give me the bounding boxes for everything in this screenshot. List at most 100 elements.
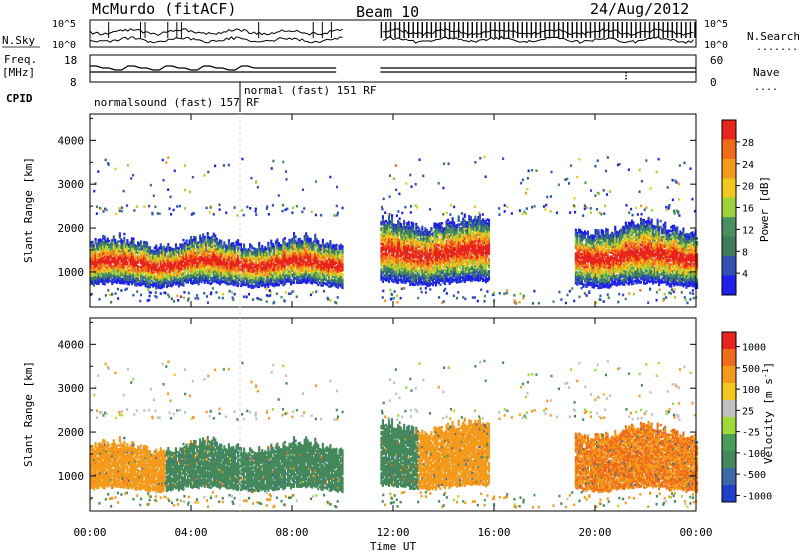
- freq-tick-bottom: 8: [70, 76, 77, 89]
- nsearch-tick-top: 10^5: [704, 19, 728, 30]
- power-cell: [237, 239, 239, 242]
- power-cell: [220, 240, 222, 243]
- power-cell: [240, 243, 242, 246]
- power-cell: [182, 239, 184, 242]
- power-cell: [314, 234, 316, 237]
- nsky-tick-top: 10^5: [52, 19, 76, 30]
- power-cell: [204, 236, 206, 239]
- power-cell: [415, 223, 417, 226]
- power-cell: [458, 215, 460, 218]
- power-cell: [441, 222, 443, 225]
- power-cell: [430, 237, 432, 240]
- power-cell: [421, 226, 423, 229]
- power-cell: [104, 236, 106, 239]
- power-cell: [175, 243, 177, 246]
- power-cell: [223, 241, 225, 244]
- station-title: McMurdo (fitACF): [92, 0, 237, 18]
- power-cell: [207, 232, 209, 235]
- power-cell: [167, 243, 169, 246]
- power-cell: [113, 235, 115, 238]
- frequency-trace: [90, 66, 696, 70]
- power-cell: [132, 238, 134, 241]
- power-cell: [155, 245, 157, 248]
- nsearch-tick-bottom: 10^0: [704, 40, 728, 51]
- beam-title: Beam 10: [356, 3, 419, 21]
- power-cell: [329, 240, 331, 243]
- nave-dot: [625, 78, 627, 80]
- power-cell: [108, 240, 110, 243]
- power-cell: [146, 242, 148, 245]
- power-cell: [214, 234, 216, 237]
- power-cell: [382, 215, 384, 218]
- nave-dots: ....: [754, 82, 778, 93]
- power-cell: [305, 232, 307, 235]
- power-cell: [95, 238, 97, 241]
- power-cell: [412, 222, 414, 225]
- power-cell: [163, 246, 165, 249]
- power-cell: [123, 237, 125, 240]
- power-cell: [447, 219, 449, 222]
- power-cell: [126, 239, 128, 242]
- power-cell: [341, 245, 343, 248]
- power-cell: [310, 238, 312, 241]
- noise-panel: N.Sky 10^5 10^0 10^5 10^0 N.Search .....…: [2, 19, 800, 53]
- noise-traces: [90, 22, 695, 43]
- power-cell: [439, 283, 441, 286]
- power-cell: [317, 240, 319, 243]
- power-cell: [426, 229, 428, 232]
- power-cell: [335, 244, 337, 247]
- power-cell: [190, 236, 192, 239]
- power-cell: [391, 214, 393, 217]
- power-cell: [123, 233, 125, 236]
- power-cell: [276, 239, 278, 242]
- power-cell: [114, 239, 116, 242]
- power-cell: [216, 238, 218, 241]
- nsearch-dots: .......: [756, 42, 798, 53]
- power-cell: [284, 265, 286, 268]
- power-cell: [341, 273, 343, 276]
- power-cell: [199, 234, 201, 237]
- noise-sky-trace: [90, 29, 694, 36]
- nave-tick-bottom: 0: [710, 76, 717, 89]
- freq-unit: [MHz]: [2, 66, 35, 79]
- freq-label: Freq.: [4, 53, 37, 66]
- power-cell: [185, 239, 187, 242]
- noise-search-trace: [90, 37, 694, 44]
- nsky-label: N.Sky: [2, 34, 35, 47]
- power-cell: [267, 242, 269, 245]
- power-cell: [243, 244, 245, 247]
- power-cell: [261, 245, 263, 248]
- power-cell: [270, 240, 272, 243]
- nsky-tick-bottom: 10^0: [52, 40, 76, 51]
- power-cell: [295, 236, 297, 239]
- power-cell: [107, 237, 109, 240]
- power-cell: [430, 227, 432, 230]
- power-cell: [299, 238, 301, 241]
- power-cell: [399, 217, 401, 220]
- nave-tick-top: 60: [710, 54, 723, 67]
- nave-label: Nave: [753, 66, 780, 79]
- power-cell: [232, 242, 234, 245]
- cpid-annotation-1: normalsound (fast) 157 RF: [94, 96, 260, 109]
- power-cell: [202, 233, 204, 236]
- cpid-annotation-2: normal (fast) 151 RF: [244, 84, 376, 97]
- cpid-label: CPID: [6, 92, 33, 105]
- power-cell: [408, 221, 410, 224]
- power-cell: [284, 237, 286, 240]
- power-cell: [149, 246, 151, 249]
- power-cell: [272, 243, 274, 246]
- power-cell: [307, 235, 309, 238]
- power-cell: [293, 232, 295, 235]
- power-cell: [258, 242, 260, 245]
- power-cell: [453, 222, 455, 225]
- frequency-panel: Freq. [MHz] 18 8 60 0 Nave ....: [2, 53, 780, 93]
- power-cell: [403, 220, 405, 223]
- power-cell: [228, 239, 230, 242]
- power-cell: [195, 236, 197, 239]
- power-cell: [400, 223, 402, 226]
- power-cell: [452, 217, 454, 220]
- power-cell: [140, 240, 142, 243]
- power-cell: [160, 243, 162, 246]
- power-cell: [119, 232, 121, 235]
